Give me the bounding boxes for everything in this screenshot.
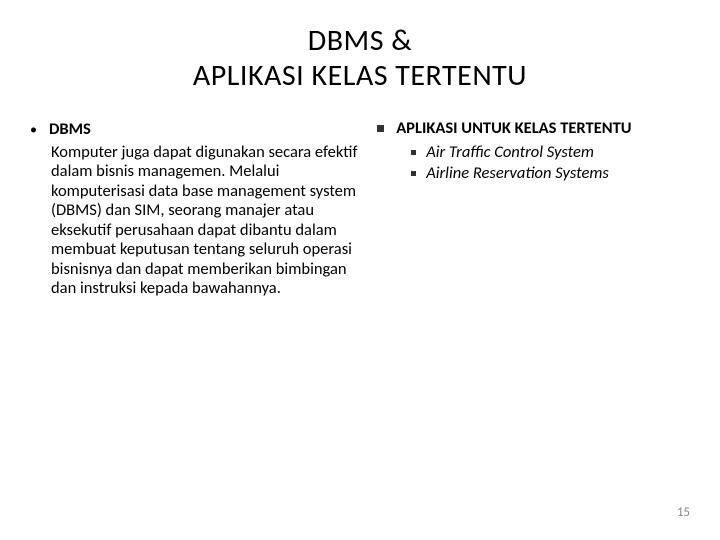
aplikasi-item: APLIKASI UNTUK KELAS TERTENTU: [377, 119, 690, 138]
bullet-dot-icon: •: [30, 121, 37, 138]
left-column: • DBMS Komputer juga dapat digunakan sec…: [30, 119, 373, 299]
dbms-body-text: Komputer juga dapat digunakan secara efe…: [51, 143, 363, 299]
list-item: Air Traffic Control System: [411, 142, 690, 162]
title-line-1: DBMS &: [0, 24, 720, 59]
list-item: Airline Reservation Systems: [411, 163, 690, 183]
slide-title: DBMS & APLIKASI KELAS TERTENTU: [0, 0, 720, 93]
sub-item-text: Air Traffic Control System: [426, 142, 594, 162]
right-column: APLIKASI UNTUK KELAS TERTENTU Air Traffi…: [373, 119, 690, 299]
content-area: • DBMS Komputer juga dapat digunakan sec…: [0, 93, 720, 299]
bullet-square-small-icon: [411, 150, 416, 155]
bullet-square-small-icon: [411, 171, 416, 176]
sub-list: Air Traffic Control System Airline Reser…: [411, 142, 690, 183]
page-number: 15: [677, 505, 690, 520]
dbms-item: • DBMS: [30, 119, 363, 139]
title-line-2: APLIKASI KELAS TERTENTU: [0, 59, 720, 94]
aplikasi-heading: APLIKASI UNTUK KELAS TERTENTU: [396, 119, 631, 138]
dbms-heading: DBMS: [49, 119, 91, 139]
sub-item-text: Airline Reservation Systems: [426, 163, 609, 183]
bullet-square-icon: [377, 125, 384, 132]
